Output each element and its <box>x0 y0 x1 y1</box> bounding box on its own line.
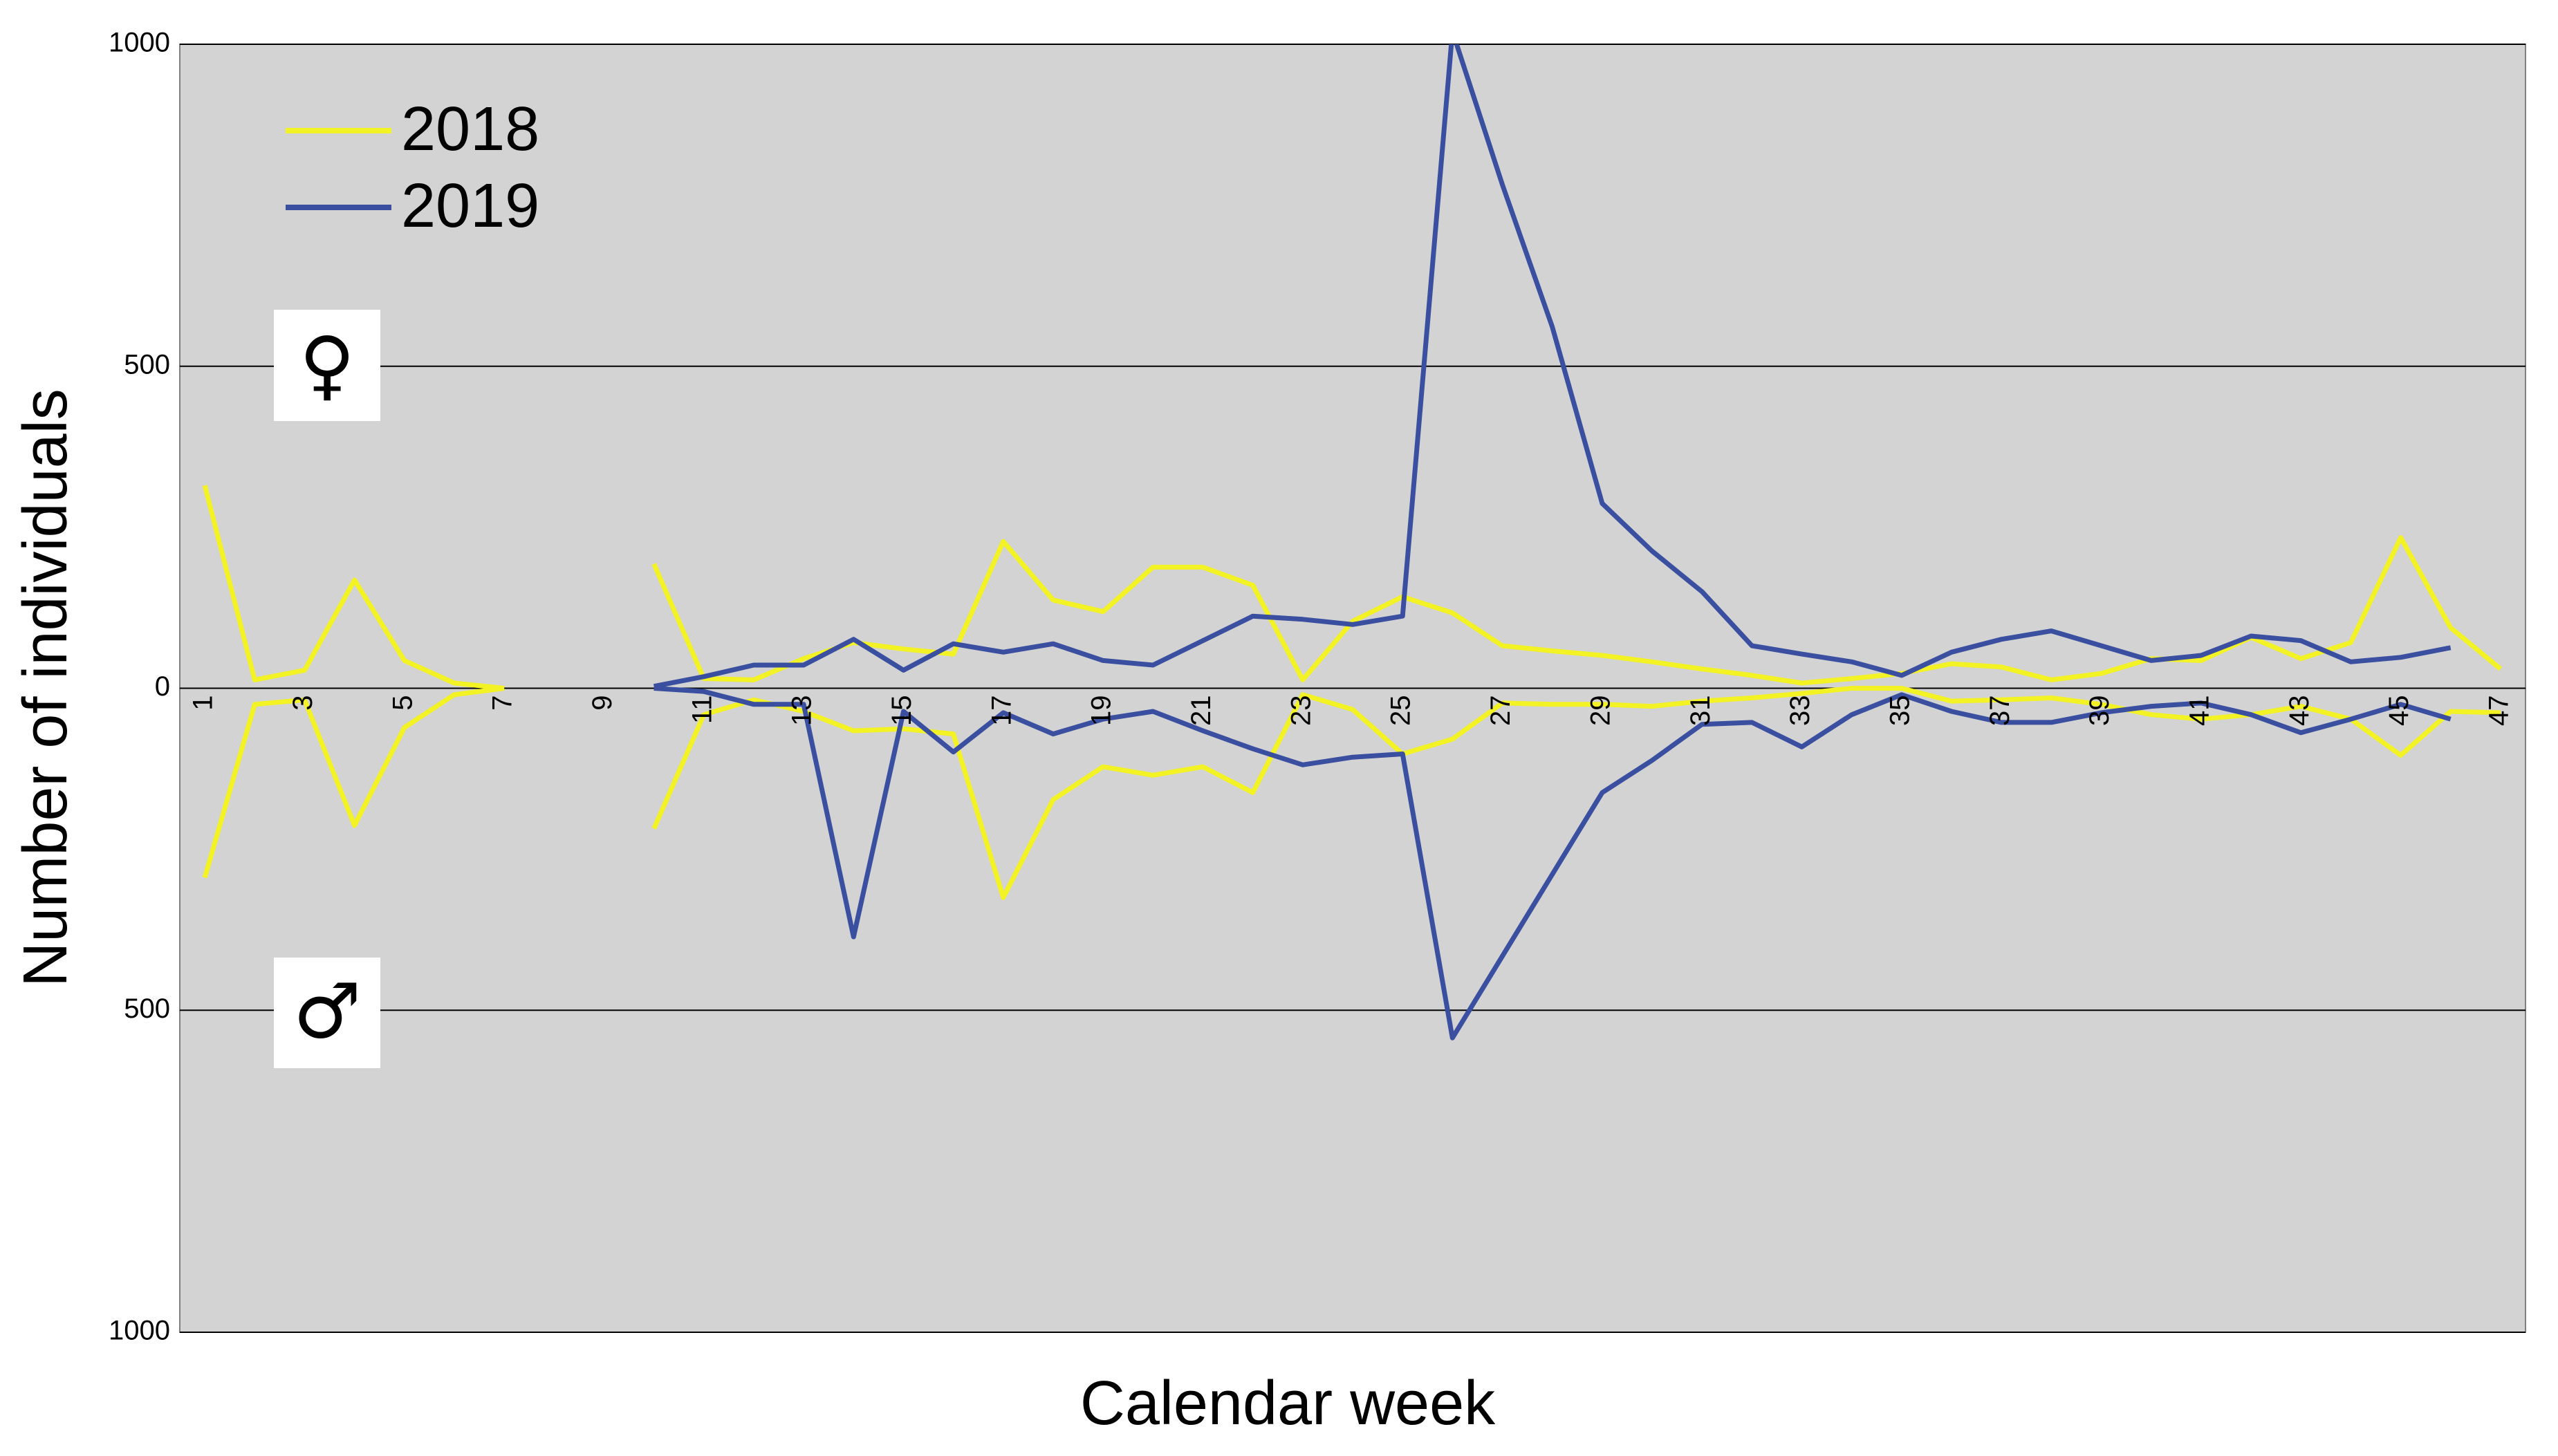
y-tick-label: 500 <box>124 349 170 380</box>
x-tick-label: 3 <box>288 696 318 711</box>
legend-label: 2019 <box>401 171 539 241</box>
female-box <box>274 310 380 421</box>
y-tick-label: 1000 <box>109 1316 170 1346</box>
x-tick-label: 45 <box>2384 696 2414 727</box>
x-tick-label: 27 <box>1485 696 1516 727</box>
grid <box>180 44 2525 1333</box>
x-tick-label: 23 <box>1286 696 1316 727</box>
y-tick-label: 0 <box>155 671 170 702</box>
x-tick-label: 7 <box>488 696 518 711</box>
x-tick-label: 13 <box>787 696 817 727</box>
x-axis-title: Calendar week <box>1080 1369 1496 1438</box>
y-tick-label: 500 <box>124 993 170 1024</box>
x-tick-label: 33 <box>1785 696 1815 727</box>
series-line <box>202 485 2503 691</box>
male-symbol: ♂ <box>293 967 362 1055</box>
y-axis-title: Number of individuals <box>11 389 80 987</box>
x-tick-label: 11 <box>687 696 717 725</box>
lines <box>202 44 2503 1040</box>
x-tick-label: 47 <box>2483 696 2514 727</box>
x-tick-label: 43 <box>2284 696 2315 727</box>
legend-label: 2018 <box>401 95 539 164</box>
x-tick-label: 19 <box>1086 696 1117 727</box>
series-line <box>653 44 2452 689</box>
x-tick-label: 39 <box>2084 696 2115 727</box>
series-line <box>654 686 2452 1040</box>
female-symbol: ♀ <box>299 320 355 409</box>
x-tick-label: 35 <box>1884 696 1915 727</box>
x-tick-label: 1 <box>188 696 219 711</box>
male-box <box>274 958 380 1068</box>
y-tick-label: 1000 <box>109 28 170 58</box>
x-tick-label: 21 <box>1186 696 1216 727</box>
x-tick-label: 15 <box>887 696 917 727</box>
x-tick-label: 29 <box>1585 696 1615 727</box>
x-tick-label: 25 <box>1386 696 1416 727</box>
x-tick-label: 17 <box>986 696 1017 727</box>
x-tick-label: 9 <box>587 696 618 711</box>
series-line <box>202 686 2501 900</box>
x-tick-label: 5 <box>387 696 418 711</box>
x-tick-label: 31 <box>1685 696 1716 727</box>
x-tick-label: 41 <box>2184 696 2214 727</box>
x-tick-label: 37 <box>1985 696 2015 727</box>
